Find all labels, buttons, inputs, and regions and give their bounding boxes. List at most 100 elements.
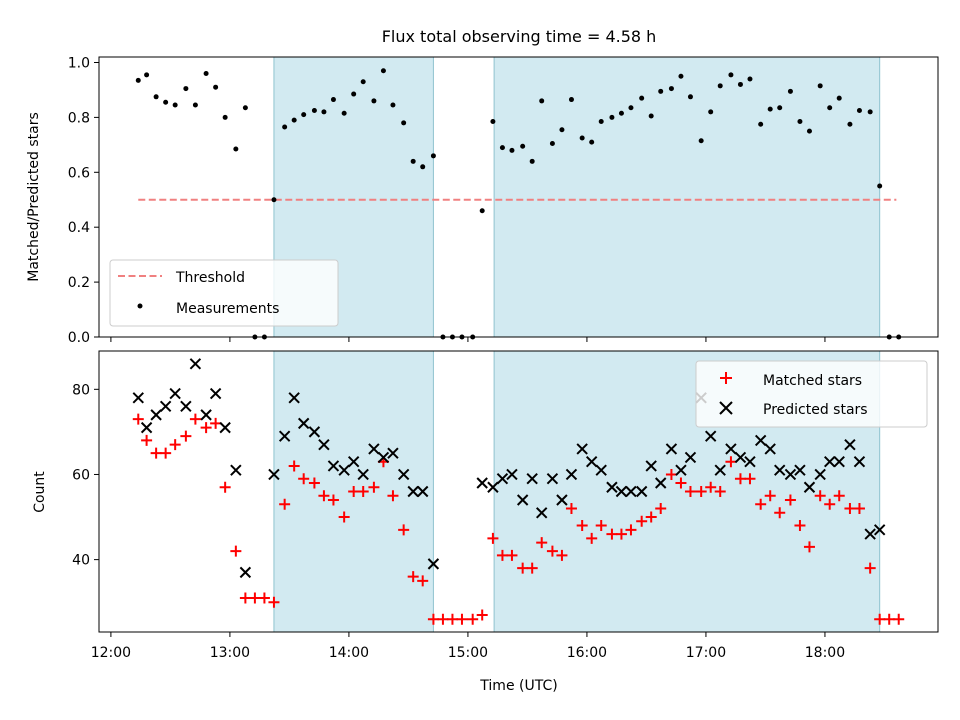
predicted-star-point [704,430,717,442]
predicted-star-point [714,464,726,476]
x-tick-label: 13:00 [210,645,250,661]
bottom-y-tick-label: 60 [72,467,90,483]
predicted-star-point [278,430,291,442]
measurement-point [728,72,734,78]
measurement-point [144,72,150,78]
measurement-point [609,114,615,120]
predicted-star-point [377,451,390,464]
predicted-star-point [684,451,697,464]
measurement-point [817,83,823,89]
matched-star-point [586,532,598,544]
top-y-tick-label: 0.8 [68,110,90,126]
predicted-star-point [585,455,598,468]
predicted-star-point [180,400,192,413]
matched-star-point [565,503,577,515]
predicted-star-point [347,455,360,468]
matched-star-point [268,596,280,608]
measurement-point [242,105,248,111]
predicted-star-point [387,447,399,459]
x-tick-label: 14:00 [329,645,369,661]
measurement-point [708,109,714,115]
top-y-tick-label: 1.0 [68,55,90,71]
predicted-star-point [635,485,648,498]
matched-star-point [725,456,737,468]
matched-star-point [189,413,201,425]
measurement-point [380,68,386,74]
measurement-point [717,83,723,89]
matched-star-point [684,486,696,497]
measurement-point [520,143,526,149]
matched-star-point [784,494,796,506]
top-axes: 0.0 0.2 0.4 0.6 0.8 1.0 Matched/Predicted sta… [26,55,939,346]
measurement-point [360,79,366,85]
measurement-point [420,164,426,170]
measurement-point [698,138,704,144]
matched-star-point [833,490,845,502]
measurement-point [678,73,684,79]
predicted-star-point [318,438,330,451]
predicted-star-point [814,468,826,481]
x-tick-label: 16:00 [567,645,607,661]
predicted-star-point [338,464,350,476]
matched-star-point [665,468,677,480]
top-legend: Threshold Measurements [109,259,339,327]
bottom-axes-frame [98,350,939,633]
matched-star-point [258,592,270,604]
measurement-point [797,119,803,125]
measurement-point [658,88,664,94]
matched-star-point [506,549,518,561]
measurement-point [371,98,377,104]
matched-star-point [239,592,251,604]
predicted-star-point [140,421,153,434]
top-x-ticks [110,337,826,342]
matched-star-point [755,498,767,510]
x-tick-label: 18:00 [805,645,845,661]
measurement-point [549,140,555,146]
matched-star-point [348,486,360,497]
matched-star-point [357,486,369,497]
bottom-axes: 40 60 80 12:00 13:00 14:00 15:00 16:00 17:00 18:… [32,350,939,694]
measurement-point [758,121,764,127]
matched-star-point [536,537,548,549]
predicted-star-point [853,455,866,468]
matched-star-point [338,511,350,523]
predicted-star-point [327,460,340,472]
predicted-star-point [556,494,568,506]
predicted-star-point [606,481,618,493]
predicted-star-point [615,485,628,498]
measurement-point [351,91,357,97]
predicted-star-point [189,358,202,370]
predicted-star-point [546,473,559,485]
matched-star-point [427,613,439,625]
matched-star-point [200,422,212,434]
matched-stars-series [132,413,905,625]
matched-star-point [893,613,905,625]
measurement-point [509,147,515,153]
measurement-point [827,105,833,111]
top-y-ticks: 0.0 0.2 0.4 0.6 0.8 1.0 [68,55,99,346]
matched-star-point [169,439,181,451]
matched-star-point [655,503,667,515]
matched-star-point [764,490,776,502]
measurement-point [777,105,783,111]
predicted-star-point [159,400,172,413]
measurement-point [410,158,416,164]
measurement-point [499,145,505,151]
measurement-point [321,109,327,115]
predicted-star-point [526,473,538,485]
chart-title: Flux total observing time = 4.58 h [382,27,657,46]
measurement-point [648,113,654,119]
matched-star-point [844,503,856,515]
measurement-point [628,105,634,111]
measurement-point [598,119,604,125]
measurement-point [639,95,645,101]
predicted-star-point [665,443,678,455]
matched-star-point [476,609,488,621]
measurement-point [183,86,189,92]
predicted-star-point [754,434,767,447]
predicted-stars-series [132,358,886,579]
predicted-star-point [516,494,529,506]
measurement-point [390,102,396,108]
x-tick-label: 17:00 [686,645,726,661]
